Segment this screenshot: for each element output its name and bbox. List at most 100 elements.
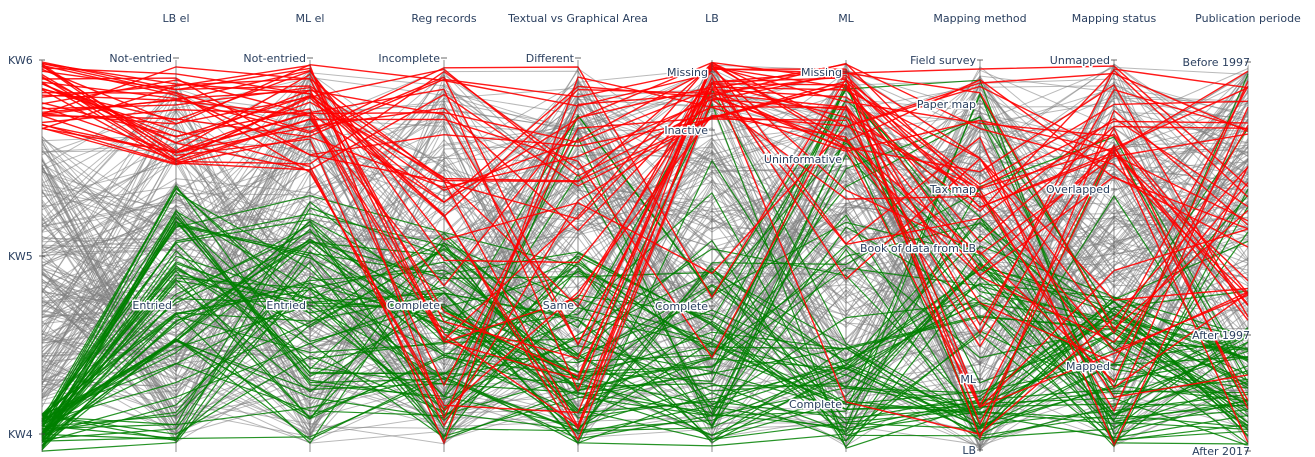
axis-reg-records: Reg records Incomplete Complete: [377, 12, 477, 452]
category-label[interactable]: Complete: [787, 397, 843, 413]
category-label[interactable]: Complete: [385, 298, 441, 314]
axis-title: Publication periode: [1195, 12, 1301, 25]
record-line-kw6: [41, 64, 1249, 335]
record-line-kw6: [41, 84, 1249, 189]
category-label[interactable]: Entried: [265, 298, 308, 314]
record-line-kw6: [41, 87, 1249, 428]
category-label[interactable]: Entried: [131, 298, 174, 314]
axis-lb-el: LB el Not-entried Entried: [108, 12, 190, 452]
record-line-kw5: [41, 138, 1249, 409]
category-label[interactable]: Book of data from LB: [858, 241, 977, 257]
record-line-kw4: [41, 239, 1249, 449]
category-label[interactable]: LB: [961, 443, 978, 457]
category-label[interactable]: Inactive: [663, 123, 710, 139]
category-label[interactable]: Mapped: [1065, 359, 1112, 375]
record-line-kw5: [41, 141, 1249, 439]
record-line-kw4: [41, 207, 1249, 441]
record-line-kw6: [41, 61, 1249, 271]
record-line-kw6: [41, 67, 1249, 442]
category-label[interactable]: Incomplete: [377, 51, 442, 67]
category-label[interactable]: Not-entried: [242, 51, 308, 67]
record-line-kw4: [41, 262, 1249, 436]
record-line-kw4: [41, 116, 1249, 437]
record-line-kw4: [41, 222, 1249, 435]
category-label[interactable]: Before 1997: [1181, 55, 1251, 71]
record-line-kw6: [41, 61, 1249, 342]
record-line-kw4: [41, 137, 1249, 449]
axis-mapping-status: Mapping status Unmapped Overlapped Mapped: [1045, 12, 1157, 452]
category-label[interactable]: After 1997: [1191, 328, 1252, 344]
category-label[interactable]: Not-entried: [108, 51, 174, 67]
axis-title: Mapping status: [1072, 12, 1157, 25]
record-line-kw4: [41, 262, 1249, 438]
record-line-kw4: [41, 313, 1249, 441]
record-line-kw4: [41, 261, 1249, 437]
record-line-kw4: [41, 73, 1249, 426]
category-label[interactable]: ML: [959, 372, 978, 388]
axis-title: Mapping method: [933, 12, 1026, 25]
record-line-kw5: [41, 106, 1249, 417]
category-label[interactable]: KW5: [7, 249, 35, 265]
record-line-kw4: [41, 195, 1249, 423]
axis-title: LB: [705, 12, 719, 25]
record-line-kw6: [41, 66, 1249, 343]
record-line-kw6: [41, 65, 1249, 222]
record-line-kw4: [41, 136, 1249, 435]
record-line-kw4: [41, 251, 1249, 442]
category-label[interactable]: Tax map: [927, 182, 977, 198]
ribbon-group-kw6: [41, 61, 1249, 447]
record-line-kw6: [41, 104, 1249, 359]
record-line-kw5: [41, 103, 1249, 438]
axis-kw: KW6 KW5 KW4: [7, 53, 45, 452]
category-label[interactable]: KW4: [7, 427, 35, 443]
axis-title: Textual vs Graphical Area: [507, 12, 648, 25]
category-label[interactable]: Same: [541, 298, 575, 314]
category-label[interactable]: Uninformative: [762, 152, 843, 168]
record-line-kw6: [41, 83, 1249, 412]
category-label[interactable]: Complete: [653, 299, 709, 315]
record-line-kw4: [41, 248, 1249, 417]
record-line-kw5: [41, 85, 1249, 395]
record-line-kw6: [41, 65, 1249, 188]
category-label[interactable]: Paper map: [915, 97, 977, 113]
record-line-kw6: [41, 72, 1249, 431]
record-line-kw6: [41, 76, 1249, 352]
ribbons-layer: [41, 60, 1249, 453]
category-label[interactable]: Missing: [799, 65, 843, 81]
record-line-kw4: [41, 220, 1249, 448]
axis-textual-vs-graphical-area: Textual vs Graphical Area Different Same: [507, 12, 648, 452]
axis-ml-el: ML el Not-entried Entried: [242, 12, 325, 452]
axis-title: Reg records: [411, 12, 477, 25]
category-label[interactable]: Unmapped: [1048, 53, 1111, 69]
axis-title: ML el: [296, 12, 325, 25]
category-label[interactable]: Field survey: [909, 53, 978, 69]
axes-layer: KW6 KW5 KW4 LB el Not-entried Entried ML el Not…: [7, 12, 1302, 457]
record-line-kw6: [41, 68, 1249, 408]
axis-mapping-method: Mapping method Field survey Paper map Tax m…: [858, 12, 1026, 457]
record-line-kw6: [41, 75, 1249, 301]
record-line-kw6: [41, 62, 1249, 443]
axis-lb: LB Missing Inactive Complete: [653, 12, 719, 452]
record-line-kw4: [41, 91, 1249, 435]
category-label[interactable]: Missing: [665, 65, 709, 81]
record-line-kw6: [41, 68, 1249, 408]
record-line-kw5: [41, 97, 1249, 417]
category-label[interactable]: After 2017: [1191, 444, 1252, 457]
record-line-kw4: [41, 241, 1249, 446]
record-line-kw4: [41, 304, 1249, 432]
record-line-kw6: [41, 69, 1249, 344]
record-line-kw4: [41, 189, 1249, 442]
category-label[interactable]: Overlapped: [1045, 182, 1112, 198]
axis-publication-periode: Publication periode Before 1997 After 1997…: [1181, 12, 1301, 457]
record-line-kw4: [41, 200, 1249, 441]
record-line-kw4: [41, 218, 1249, 447]
category-label[interactable]: Different: [524, 51, 576, 67]
record-line-kw4: [41, 209, 1249, 451]
record-line-kw5: [41, 69, 1249, 421]
category-label[interactable]: KW6: [7, 53, 35, 69]
record-line-kw4: [41, 186, 1249, 430]
record-line-kw6: [41, 66, 1249, 381]
axis-title: LB el: [163, 12, 190, 25]
record-line-kw4: [41, 214, 1249, 441]
